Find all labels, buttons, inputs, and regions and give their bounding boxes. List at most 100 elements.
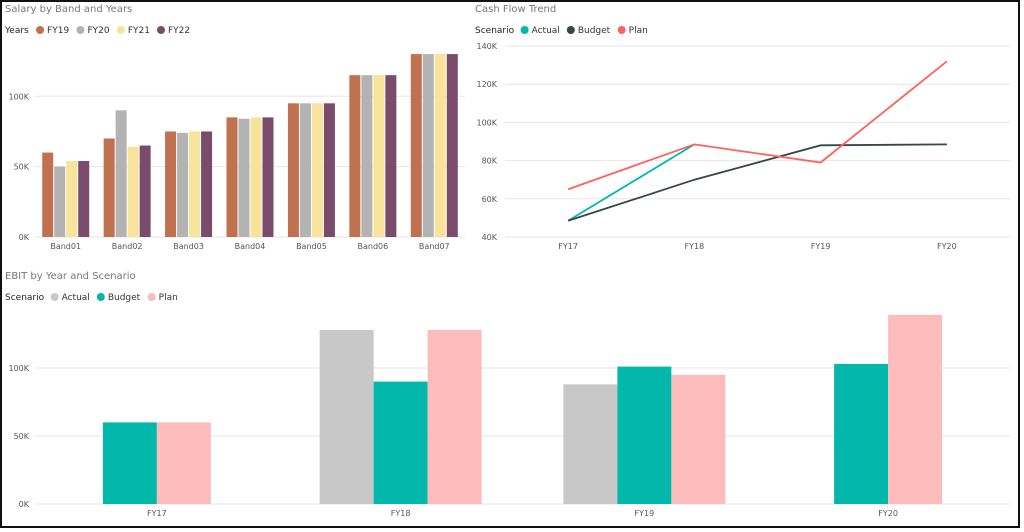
legend-item-plan[interactable]: Plan [617,26,648,36]
legend-marker [96,293,105,301]
legend-label: Plan [159,293,178,303]
bar-band04-fy20[interactable] [238,118,250,237]
bar-band02-fy22[interactable] [139,145,151,237]
legend-label: FY22 [168,26,190,36]
legend-item-fy21[interactable]: FY21 [116,26,150,36]
legend-label: FY21 [128,26,150,36]
legend-item-budget[interactable]: Budget [96,293,141,303]
legend-label: Actual [532,26,560,36]
x-tick-label: Band06 [357,242,388,251]
y-tick-label: 60K [482,195,498,204]
legend-item-fy22[interactable]: FY22 [156,26,190,36]
legend-label: Budget [578,26,611,36]
legend-item-fy20[interactable]: FY20 [76,26,110,36]
x-tick-label: FY17 [147,509,167,518]
bar-band05-fy20[interactable] [299,103,311,237]
legend-label: Actual [62,293,90,303]
cash-flow-legend-title: Scenario [475,26,515,36]
legend-marker [76,26,85,34]
bar-band07-fy20[interactable] [422,54,434,238]
legend-item-actual[interactable]: Actual [50,293,90,303]
legend-item-budget[interactable]: Budget [566,26,611,36]
bar-band04-fy21[interactable] [250,117,262,237]
bar-band01-fy20[interactable] [54,166,66,237]
x-tick-label: FY20 [878,509,898,518]
legend-label: FY19 [47,26,69,36]
cash-flow-legend[interactable]: Scenario Actual Budget Plan [475,26,648,36]
line-actual[interactable] [567,143,695,222]
bar-fy18-plan[interactable] [427,329,482,504]
legend-label: FY20 [87,26,109,36]
y-tick-label: 50K [14,432,30,441]
bar-band02-fy21[interactable] [127,146,139,237]
line-plan[interactable] [567,60,948,191]
bar-band02-fy19[interactable] [103,138,115,238]
bar-band01-fy19[interactable] [42,152,54,237]
bar-band04-fy19[interactable] [226,117,238,237]
bar-band06-fy20[interactable] [361,75,373,237]
bar-band07-fy19[interactable] [410,54,422,238]
bar-band01-fy22[interactable] [78,161,90,237]
legend-marker [50,293,59,301]
ebit-chart[interactable]: EBIT by Year and Scenario Scenario Actua… [5,271,1010,518]
y-tick-label: 100K [8,92,29,101]
bar-band01-fy21[interactable] [66,161,78,237]
legend-item-actual[interactable]: Actual [520,26,560,36]
bar-band05-fy19[interactable] [287,103,299,237]
legend-marker [147,293,156,301]
ebit-axis-ticks: 0K 50K 100K FY17 FY18 FY19 FY20 [8,364,897,518]
salary-legend[interactable]: Years FY19 FY20 FY21 FY22 [4,26,190,36]
x-tick-label: Band04 [235,242,266,251]
legend-marker [617,26,626,34]
salary-chart-title: Salary by Band and Years [5,4,132,15]
bar-fy20-budget[interactable] [834,363,889,504]
bar-band04-fy22[interactable] [262,117,274,237]
bar-band03-fy22[interactable] [201,131,213,237]
x-tick-label: Band05 [296,242,327,251]
bar-band06-fy21[interactable] [373,75,385,237]
bar-band07-fy21[interactable] [434,54,446,238]
bar-band05-fy21[interactable] [311,103,323,237]
ebit-bars[interactable] [102,314,943,504]
y-tick-label: 80K [482,157,498,166]
legend-marker [566,26,575,34]
y-tick-label: 50K [14,163,30,172]
x-tick-label: FY19 [635,509,655,518]
y-tick-label: 100K [8,364,29,373]
bar-band06-fy22[interactable] [385,75,397,237]
bar-fy18-budget[interactable] [373,381,428,504]
bar-band03-fy19[interactable] [165,131,177,237]
cash-flow-chart[interactable]: Cash Flow Trend Scenario Actual Budget Pla… [475,4,1010,251]
bar-band07-fy22[interactable] [446,54,458,238]
bar-band06-fy19[interactable] [349,75,361,237]
y-tick-label: 40K [482,233,498,242]
legend-marker [116,26,125,34]
bar-band03-fy20[interactable] [177,132,189,237]
salary-bars[interactable] [42,54,458,238]
bar-band05-fy22[interactable] [323,103,335,237]
bar-fy17-plan[interactable] [156,422,211,504]
line-budget[interactable] [567,143,947,222]
legend-label: Plan [629,26,648,36]
bar-fy19-actual[interactable] [563,384,618,504]
salary-chart[interactable]: Salary by Band and Years Years FY19 FY20 F… [4,4,465,251]
legend-item-plan[interactable]: Plan [147,293,178,303]
bar-fy17-budget[interactable] [102,422,157,504]
bar-fy20-plan[interactable] [888,314,943,504]
legend-marker [520,26,529,34]
ebit-legend-title: Scenario [5,293,45,303]
legend-marker [156,26,165,34]
bar-band02-fy20[interactable] [115,110,127,237]
bar-fy19-plan[interactable] [671,374,726,504]
x-tick-label: FY19 [811,242,831,251]
bar-fy19-budget[interactable] [617,366,672,504]
x-tick-label: FY17 [558,242,578,251]
ebit-legend[interactable]: Scenario Actual Budget Plan [5,293,178,303]
y-tick-label: 0K [19,500,30,509]
bar-fy18-actual[interactable] [319,329,374,504]
bar-band03-fy21[interactable] [189,131,201,237]
legend-item-fy19[interactable]: FY19 [36,26,69,36]
ebit-chart-title: EBIT by Year and Scenario [5,271,136,282]
y-tick-label: 140K [476,42,497,51]
cash-flow-lines[interactable] [567,60,948,222]
